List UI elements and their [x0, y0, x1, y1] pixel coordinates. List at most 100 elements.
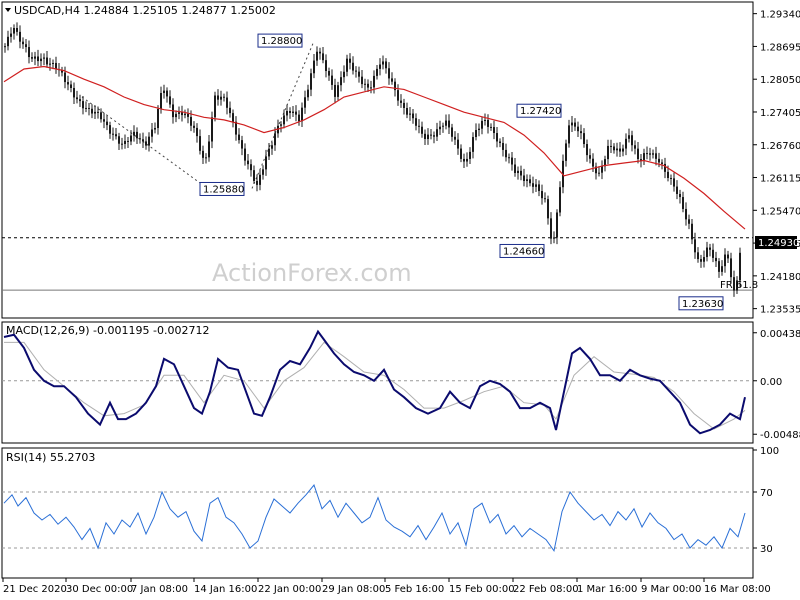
candle-body [292, 111, 294, 113]
candle-body [103, 119, 105, 122]
candle-body [52, 62, 54, 64]
x-tick-label: 15 Feb 00:00 [449, 584, 515, 595]
candle-body [388, 68, 390, 79]
candle-body [274, 133, 276, 146]
candle-body [364, 83, 366, 85]
candle-body [310, 73, 312, 90]
candle-body [406, 107, 408, 115]
candle-body [94, 111, 96, 114]
annotations: 1.28800 1.25880 1.27420 1.24660 1.23630 FR 61… [199, 33, 758, 311]
x-tick-label: 22 Feb 08:00 [513, 584, 579, 595]
candle-body [607, 145, 609, 160]
candle-body [22, 41, 24, 45]
price-callout-box [257, 33, 303, 48]
dropdown-triangle-icon[interactable] [5, 8, 11, 12]
candle-body [727, 254, 729, 259]
candle-body [211, 117, 213, 142]
x-tick-label: 14 Jan 16:00 [194, 584, 257, 595]
candle-body [130, 135, 132, 142]
candle-body [175, 113, 177, 118]
candle-body [304, 97, 306, 108]
candle-body [124, 140, 126, 144]
candle-body [433, 135, 435, 137]
candle-body [139, 138, 141, 140]
candle-body [385, 61, 387, 69]
candle-body [34, 56, 36, 59]
candle-body [193, 125, 195, 128]
axis-tick-label: 1.25470 [760, 206, 800, 217]
candle-body [202, 150, 204, 158]
candle-body [640, 159, 642, 161]
candle-body [628, 135, 630, 139]
candle-body [238, 134, 240, 141]
macd-panel [1, 321, 754, 444]
candle-body [718, 261, 720, 272]
candle-body [403, 102, 405, 108]
candle-body [379, 64, 381, 69]
candle-body [346, 58, 348, 72]
candle-body [466, 158, 468, 162]
watermark: ActionForex.com [212, 259, 412, 287]
candle-body [700, 259, 702, 262]
candle-body [514, 164, 516, 174]
candle-body [31, 57, 33, 59]
candle-body [598, 172, 600, 174]
candle-body [85, 107, 87, 109]
candle-body [439, 126, 441, 130]
candle-body [709, 247, 711, 250]
candle-body [730, 258, 732, 278]
candle-body [391, 78, 393, 82]
axis-tick-label: 1.27405 [760, 108, 800, 119]
candle-body [583, 133, 585, 145]
price-callout-label: 1.25880 [203, 184, 244, 195]
candle-body [199, 136, 201, 151]
candle-body [604, 159, 606, 167]
candle-body [334, 84, 336, 97]
candle-body [481, 120, 483, 129]
candle-body [409, 113, 411, 115]
candle-body [154, 127, 156, 130]
candle-body [220, 96, 222, 100]
candle-body [736, 280, 738, 291]
candle-body [229, 107, 231, 114]
candle-body [259, 174, 261, 185]
candle-body [523, 175, 525, 181]
candle-body [256, 180, 258, 185]
price-callout-label: 1.24660 [503, 246, 544, 257]
candle-body [682, 197, 684, 209]
candle-body [499, 141, 501, 144]
candle-body [343, 71, 345, 78]
axis-tick-label: -0.004882 [760, 430, 800, 441]
candle-body [511, 157, 513, 165]
candle-body [142, 139, 144, 142]
candle-body [676, 186, 678, 194]
candle-body [595, 166, 597, 174]
price-callout-box [499, 243, 545, 258]
candle-body [280, 124, 282, 126]
x-tick-label: 9 Mar 00:00 [641, 584, 701, 595]
x-tick-label: 21 Dec 2020 [3, 584, 67, 595]
candle-body [613, 146, 615, 151]
trend-dash-line-2 [251, 40, 315, 189]
candle-body [328, 71, 330, 76]
candle-body [394, 81, 396, 91]
candle-body [88, 107, 90, 109]
candle-body [721, 266, 723, 272]
candle-body [634, 145, 636, 149]
candle-body [166, 90, 168, 97]
candle-body [331, 75, 333, 85]
candle-body [484, 119, 486, 121]
candle-body [424, 133, 426, 139]
candle-body [286, 111, 288, 116]
candle-body [475, 130, 477, 138]
current-price-label: 1.24930 [758, 238, 799, 249]
axis-tick-label: 1.28050 [760, 75, 800, 86]
axis-tick-label: 1.23535 [760, 305, 800, 316]
candle-body [148, 136, 150, 146]
guide-lines [2, 40, 753, 549]
candle-body [427, 134, 429, 139]
candle-body [112, 133, 114, 135]
macd-axis: 0.004383 0.00 -0.004882 [753, 329, 800, 441]
candle-body [400, 100, 402, 103]
candle-body [109, 125, 111, 134]
